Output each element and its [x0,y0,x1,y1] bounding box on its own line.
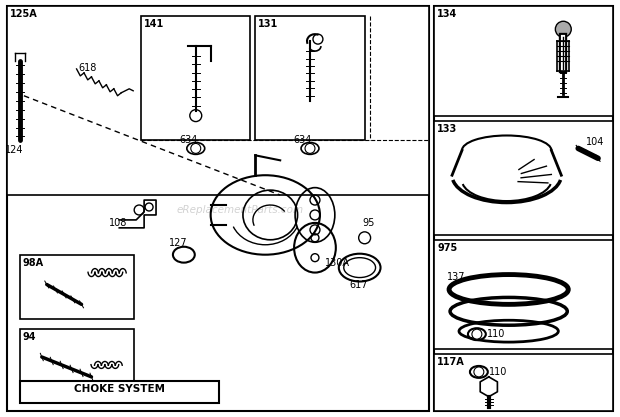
Text: 137: 137 [447,271,466,281]
Text: 127: 127 [169,238,188,248]
Text: 130A: 130A [325,258,350,268]
Text: 108: 108 [109,218,128,228]
Bar [434,121,613,235]
Text: CHOKE SYSTEM: CHOKE SYSTEM [74,384,165,394]
Bar [434,240,613,349]
Text: 134: 134 [437,9,458,19]
Text: 618: 618 [79,63,97,73]
Text: 634: 634 [293,136,311,146]
Text: 141: 141 [144,19,164,29]
Circle shape [474,367,484,377]
Text: 634: 634 [179,136,197,146]
Bar [255,16,365,141]
Text: 94: 94 [23,332,37,342]
Text: 131: 131 [259,19,278,29]
Text: 133: 133 [437,123,458,133]
Bar [434,6,613,411]
Bar [20,381,219,403]
Text: 125A: 125A [10,9,38,19]
Bar [20,329,134,394]
Bar [434,6,613,116]
Text: eReplacementParts.com: eReplacementParts.com [177,205,304,215]
Text: 975: 975 [437,243,458,253]
Text: 104: 104 [586,138,604,148]
Text: 95: 95 [363,218,375,228]
Bar [20,255,134,319]
Circle shape [556,21,571,37]
Text: 110: 110 [487,329,505,339]
Bar [141,16,250,141]
Text: 110: 110 [489,367,507,377]
Bar [7,6,429,411]
Circle shape [472,329,482,339]
Bar [7,6,429,195]
Text: 617: 617 [350,279,368,289]
Text: 124: 124 [5,146,24,156]
Bar [434,354,613,411]
Text: 117A: 117A [437,357,465,367]
Text: 98A: 98A [23,258,44,268]
